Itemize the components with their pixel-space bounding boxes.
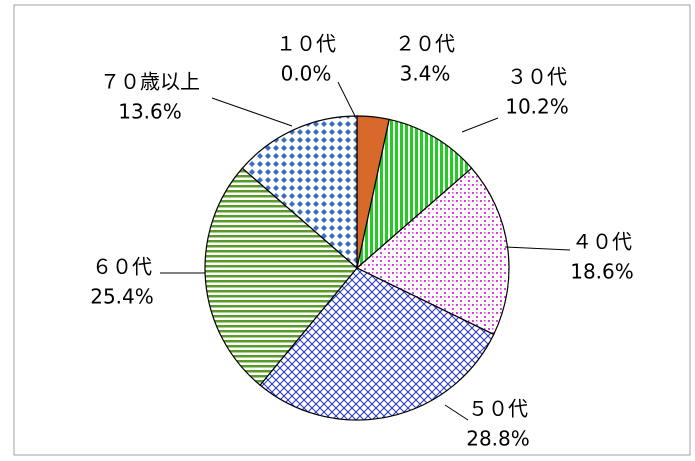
pie-slice [356,118,473,270]
slice-value-label: 28.8% [466,427,530,451]
slice-value-label: 0.0% [281,62,332,86]
pie-slice [259,267,495,421]
leader-line [337,81,356,117]
leader-line [211,97,293,127]
slice-category-label: ５０代 [468,397,528,421]
pie-slice [204,167,358,386]
pie-slice [241,115,358,270]
slice-value-label: 3.4% [400,62,451,86]
slice-value-label: 10.2% [505,95,569,119]
pie-slice [355,167,510,336]
slice-category-label: ７０歳以上 [100,70,200,94]
leader-line [461,117,499,133]
slice-value-label: 25.4% [90,285,154,309]
slice-category-label: ２０代 [395,32,455,56]
slice-category-label: ３０代 [507,65,567,89]
slice-category-label: ６０代 [92,255,152,279]
leader-line [504,246,571,251]
slice-category-label: １０代 [276,32,336,56]
slice-value-label: 13.6% [118,100,182,124]
slice-category-label: ４０代 [572,230,632,254]
leader-line [444,404,469,421]
slice-value-label: 18.6% [570,260,634,284]
